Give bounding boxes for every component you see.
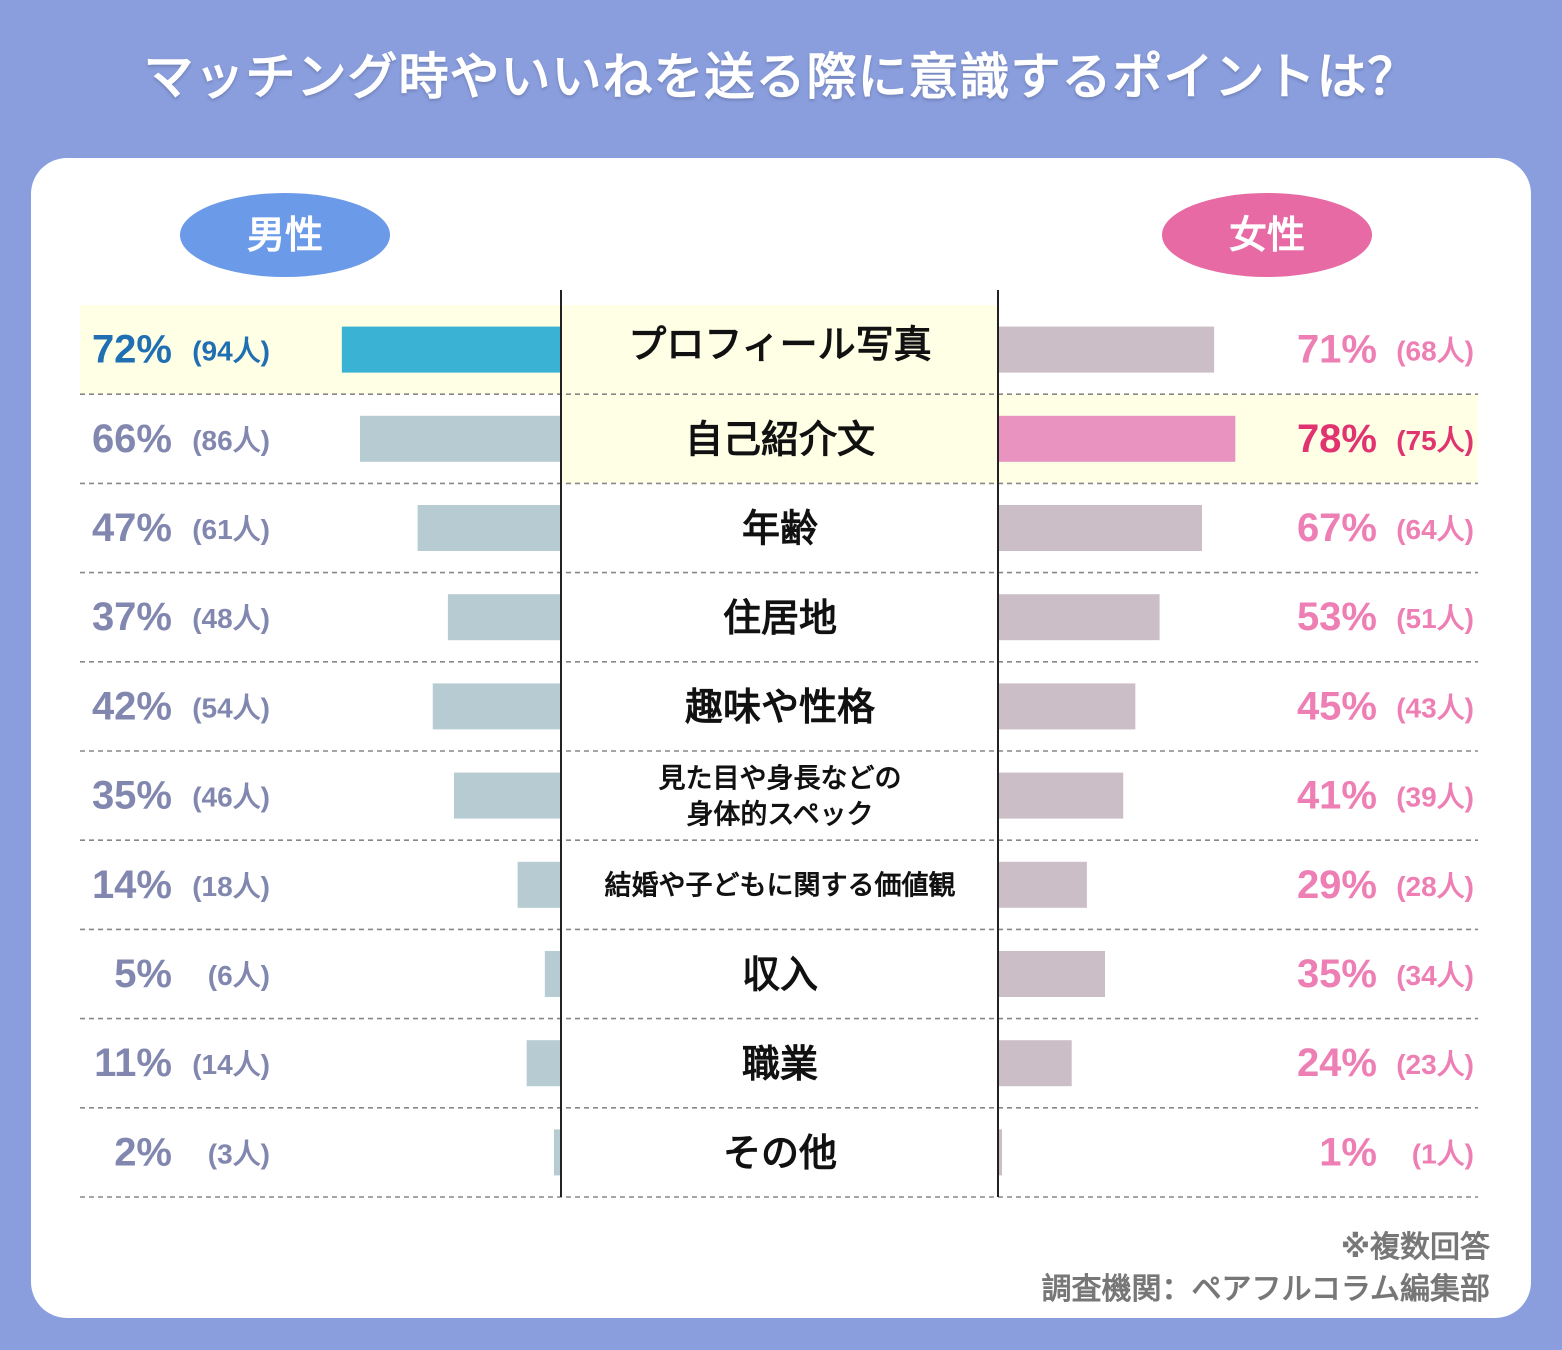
male-count-label: (3人) [208, 1138, 270, 1169]
male-bar [526, 1040, 560, 1087]
female-bar [999, 683, 1136, 730]
female-bar [999, 505, 1203, 551]
male-bar [447, 594, 560, 641]
female-bar [999, 1040, 1072, 1087]
category-label: プロフィール写真 [628, 322, 931, 366]
multiple-answer-note: ※複数回答 [1340, 1230, 1490, 1265]
male-count-label: (86人) [192, 425, 270, 456]
female-bar [999, 1129, 1003, 1176]
male-percent-label: 11% [94, 1041, 172, 1085]
female-count-label: (68人) [1396, 336, 1474, 367]
male-percent-label: 66% [92, 417, 172, 461]
male-percent-label: 42% [92, 684, 172, 728]
male-bar [517, 861, 560, 908]
female-count-label: (64人) [1396, 514, 1474, 545]
male-percent-label: 5% [114, 952, 172, 996]
female-count-label: (1人) [1412, 1138, 1474, 1169]
male-bar [432, 683, 560, 730]
category-label: 趣味や性格 [685, 685, 876, 729]
category-label: 身体的スペック [686, 798, 873, 830]
male-count-label: (61人) [192, 514, 270, 545]
female-percent-label: 29% [1297, 863, 1377, 907]
female-percent-label: 24% [1297, 1041, 1377, 1085]
category-label: 見た目や身長などの [659, 762, 902, 794]
male-count-label: (46人) [192, 782, 270, 813]
category-label: その他 [723, 1131, 837, 1175]
female-bar [999, 415, 1236, 462]
male-bar [453, 772, 560, 819]
male-bar [417, 505, 560, 551]
male-percent-label: 72% [92, 328, 172, 372]
male-count-label: (6人) [208, 960, 270, 991]
category-label: 自己紹介文 [685, 417, 875, 461]
female-percent-label: 1% [1319, 1130, 1377, 1174]
male-count-label: (14人) [192, 1049, 270, 1080]
female-bar [999, 594, 1160, 641]
category-label: 住居地 [723, 596, 837, 640]
male-percent-label: 35% [92, 774, 172, 818]
female-percent-label: 67% [1297, 506, 1377, 550]
male-count-label: (18人) [192, 871, 270, 902]
survey-source-note: 調査機関：ペアフルコラム編集部 [1041, 1272, 1491, 1307]
female-percent-label: 78% [1297, 417, 1377, 461]
female-percent-label: 35% [1297, 952, 1377, 996]
female-count-label: (75人) [1396, 425, 1474, 456]
female-percent-label: 71% [1297, 328, 1377, 372]
male-count-label: (54人) [192, 692, 270, 723]
category-label: 職業 [742, 1042, 818, 1086]
female-count-label: (43人) [1396, 692, 1474, 723]
female-percent-label: 45% [1297, 684, 1377, 728]
legend-male: 男性 [180, 193, 390, 277]
category-label: 収入 [742, 953, 818, 997]
female-count-label: (23人) [1396, 1049, 1474, 1080]
male-bar [360, 415, 560, 462]
female-count-label: (28人) [1396, 871, 1474, 902]
female-percent-label: 41% [1297, 774, 1377, 818]
male-percent-label: 14% [92, 863, 172, 907]
female-count-label: (39人) [1396, 782, 1474, 813]
female-bar [999, 326, 1215, 373]
male-count-label: (94人) [192, 336, 270, 367]
female-bar [999, 772, 1124, 819]
category-label: 年齢 [742, 507, 818, 551]
female-bar [999, 861, 1087, 908]
legend-female: 女性 [1162, 193, 1372, 277]
male-percent-label: 37% [92, 595, 172, 639]
male-bar [553, 1129, 560, 1176]
female-bar [999, 951, 1106, 997]
female-count-label: (34人) [1396, 960, 1474, 991]
page-title: マッチング時やいいねを送る際に意識するポイントは？ [143, 48, 1419, 106]
male-bar [341, 326, 560, 373]
female-percent-label: 53% [1297, 595, 1377, 639]
male-percent-label: 47% [92, 506, 172, 550]
male-count-label: (48人) [192, 603, 270, 634]
male-percent-label: 2% [114, 1130, 172, 1174]
category-label: 結婚や子どもに関する価値観 [605, 870, 956, 902]
male-bar [544, 951, 560, 997]
female-count-label: (51人) [1396, 603, 1474, 634]
